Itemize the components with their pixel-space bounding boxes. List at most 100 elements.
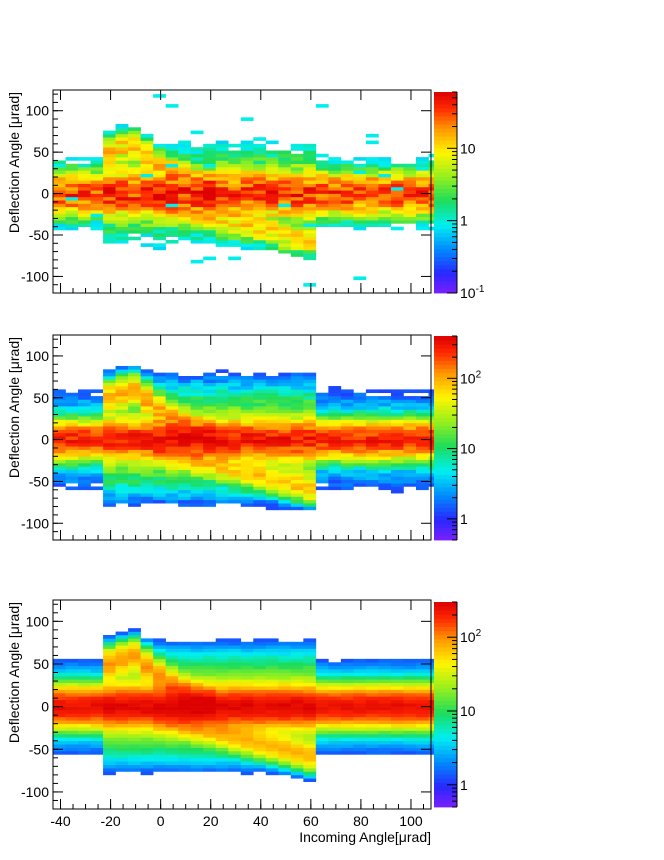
heatmap-cell — [140, 716, 154, 721]
heatmap-cell — [240, 402, 254, 407]
heatmap-cell — [53, 463, 66, 467]
heatmap-cell — [165, 754, 179, 759]
heatmap-cell — [153, 157, 166, 161]
heatmap-cell — [303, 774, 317, 779]
heatmap-cell — [190, 223, 204, 228]
heatmap-cell — [140, 669, 154, 673]
heatmap-cell — [190, 160, 204, 165]
heatmap-cell — [215, 713, 229, 718]
heatmap-cell — [240, 143, 254, 148]
heatmap-cell — [328, 203, 342, 208]
heatmap-cell — [378, 703, 392, 707]
heatmap-cell — [90, 449, 104, 454]
heatmap-cell — [215, 153, 229, 158]
heatmap-cell — [378, 396, 392, 400]
heatmap-cell — [178, 449, 191, 454]
heatmap-cell — [140, 469, 154, 474]
heatmap-cell — [303, 703, 317, 707]
heatmap-cell — [415, 213, 429, 218]
heatmap-cell — [365, 419, 379, 424]
heatmap-cell — [140, 699, 154, 704]
heatmap-cell — [153, 382, 166, 387]
heatmap-cell — [190, 439, 204, 444]
heatmap-cell — [140, 476, 154, 481]
colorbar-swatch — [434, 733, 457, 738]
heatmap-cell — [328, 419, 342, 424]
heatmap-cell — [178, 682, 191, 687]
heatmap-cell — [140, 223, 154, 228]
heatmap-cell — [390, 716, 404, 721]
heatmap-cell — [203, 459, 217, 464]
heatmap-cell — [390, 727, 404, 731]
heatmap-cell — [78, 200, 91, 204]
colorbar-swatch — [434, 716, 457, 722]
heatmap-cell — [115, 645, 129, 649]
heatmap-cell — [128, 638, 141, 643]
heatmap-cell — [103, 376, 116, 380]
heatmap-cell — [165, 439, 179, 444]
heatmap-cell — [65, 747, 79, 752]
heatmap-cell — [215, 143, 229, 148]
heatmap-cell — [290, 243, 304, 247]
heatmap-cell — [103, 426, 116, 430]
heatmap-cell — [178, 153, 191, 158]
heatmap-cell — [353, 479, 367, 484]
heatmap-cell — [140, 641, 154, 646]
heatmap-cell — [353, 167, 367, 171]
heatmap-cell — [203, 200, 217, 204]
heatmap-cell — [303, 177, 317, 181]
heatmap-cell — [190, 382, 204, 387]
heatmap-cell — [290, 655, 304, 660]
heatmap-cell — [203, 686, 217, 690]
heatmap-cell — [228, 655, 242, 660]
heatmap-cell — [328, 439, 342, 444]
heatmap-cell — [240, 409, 254, 414]
heatmap-cell — [178, 473, 191, 477]
heatmap-cell — [90, 402, 104, 407]
colorbar-label: 1 — [460, 213, 468, 229]
heatmap-cell — [303, 236, 317, 241]
heatmap-cell — [415, 679, 429, 684]
heatmap-cell — [253, 226, 267, 231]
heatmap-cell — [103, 236, 116, 241]
heatmap-cell — [178, 723, 191, 728]
heatmap-cell — [190, 473, 204, 477]
heatmap-cell — [253, 147, 267, 151]
heatmap-cell — [128, 658, 141, 663]
heatmap-cell — [328, 223, 342, 228]
heatmap-cell — [103, 499, 116, 504]
colorbar-swatch — [434, 495, 457, 500]
heatmap-cell — [128, 396, 141, 400]
heatmap-cell — [153, 638, 166, 643]
heatmap-cell — [290, 246, 304, 251]
heatmap-cell — [128, 193, 141, 198]
heatmap-cell — [90, 442, 104, 447]
heatmap-cell — [240, 399, 254, 404]
heatmap-cell — [390, 456, 404, 460]
colorbar-swatch — [434, 96, 457, 101]
heatmap-cell — [203, 372, 217, 377]
heatmap-cell — [53, 686, 66, 690]
colorbar-swatch — [434, 196, 457, 201]
heatmap-cell — [153, 392, 166, 397]
heatmap-cell — [153, 652, 166, 656]
heatmap-cell — [240, 476, 254, 481]
heatmap-cell — [140, 665, 154, 670]
heatmap-cell — [290, 645, 304, 649]
heatmap-cell — [365, 665, 379, 670]
heatmap-cell — [328, 170, 342, 174]
heatmap-cell — [265, 757, 279, 762]
heatmap-cell — [115, 720, 129, 724]
heatmap-cell — [228, 213, 242, 218]
heatmap-cell — [415, 436, 429, 440]
heatmap-cell — [153, 655, 166, 660]
heatmap-cell — [153, 203, 166, 208]
heatmap-cell — [115, 429, 129, 434]
heatmap-cell — [128, 140, 141, 145]
heatmap-cell — [78, 223, 91, 228]
heatmap-cell — [103, 402, 116, 407]
heatmap-cell — [153, 662, 166, 666]
heatmap-cell — [190, 426, 204, 430]
heatmap-cell — [390, 696, 404, 701]
